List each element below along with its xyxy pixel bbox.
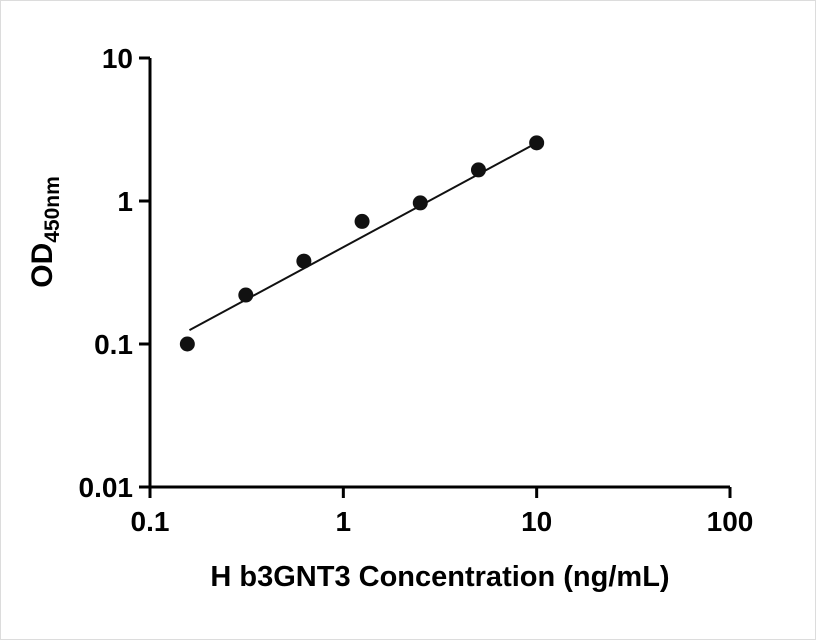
data-point [238,287,254,303]
y-axis-title-main: OD [26,243,59,288]
data-point [470,162,486,178]
data-point [179,336,195,352]
x-axis-title: H b3GNT3 Concentration (ng/mL) [210,561,669,593]
y-axis-title-subscript: 450nm [41,176,64,243]
x-tick-label: 0.1 [131,506,170,537]
y-tick-label: 10 [102,43,133,74]
x-tick-label: 100 [707,506,754,537]
data-point [354,213,370,229]
y-axis-title: OD450nm [26,176,64,288]
y-tick-label: 0.01 [79,472,134,503]
x-tick-label: 1 [336,506,352,537]
data-point [529,135,545,151]
data-point [412,195,428,211]
x-tick-label: 10 [521,506,552,537]
data-point [296,253,312,269]
y-tick-label: 1 [117,186,133,217]
y-tick-label: 0.1 [94,329,133,360]
